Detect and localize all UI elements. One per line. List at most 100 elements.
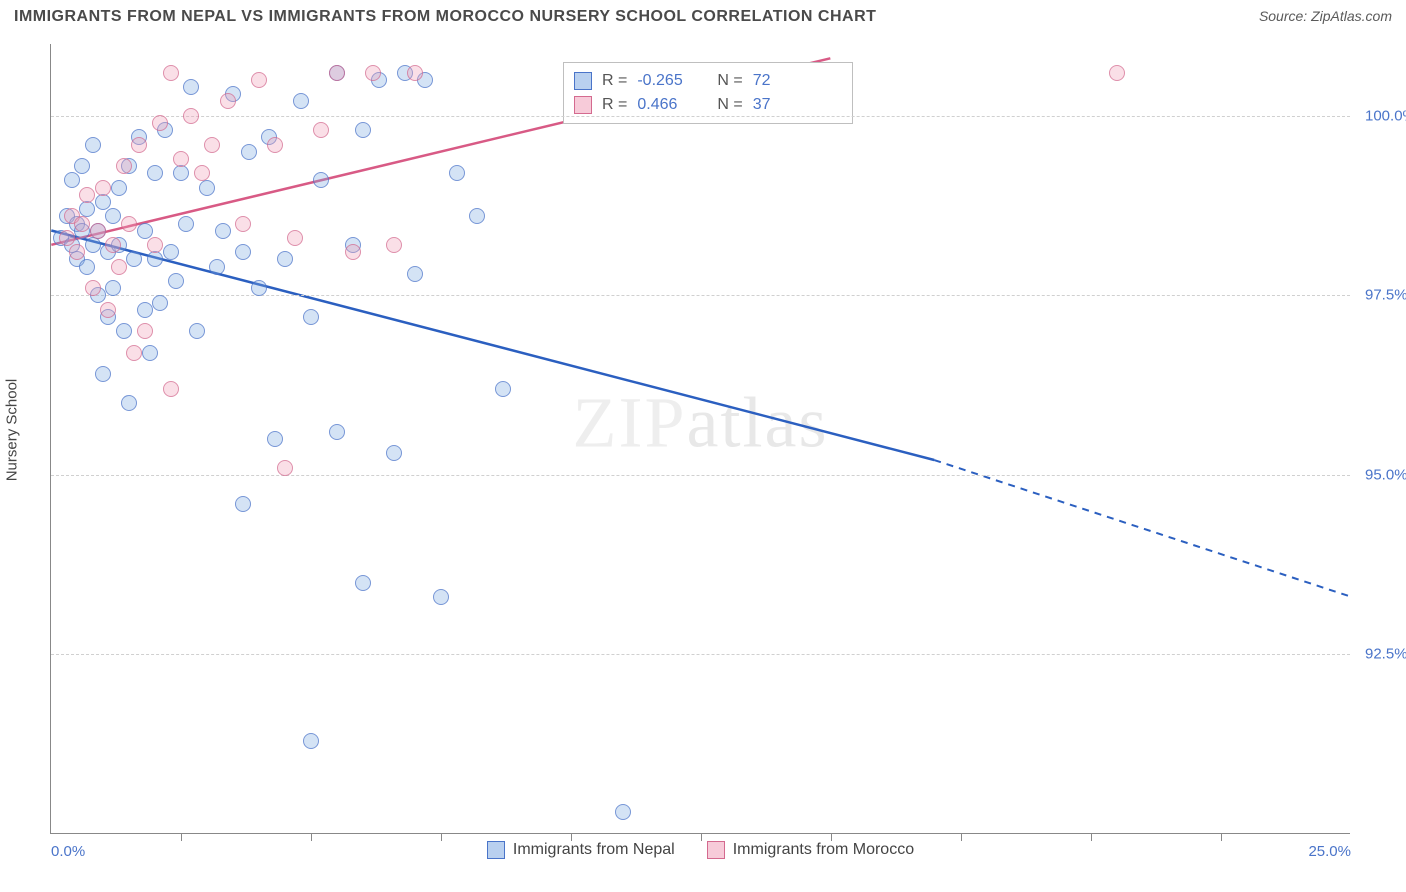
trend-lines-layer [51, 44, 1350, 833]
scatter-point [90, 223, 106, 239]
gridline-h [51, 475, 1350, 476]
x-minor-tick [571, 833, 572, 841]
scatter-point [407, 65, 423, 81]
scatter-point [85, 137, 101, 153]
scatter-point [235, 496, 251, 512]
scatter-point [100, 302, 116, 318]
scatter-point [121, 395, 137, 411]
scatter-point [137, 302, 153, 318]
scatter-point [178, 216, 194, 232]
scatter-point [152, 115, 168, 131]
scatter-point [313, 172, 329, 188]
x-minor-tick [701, 833, 702, 841]
scatter-point [449, 165, 465, 181]
scatter-point [209, 259, 225, 275]
scatter-point [235, 216, 251, 232]
scatter-point [303, 309, 319, 325]
scatter-point [267, 137, 283, 153]
scatter-point [183, 79, 199, 95]
gridline-h [51, 116, 1350, 117]
correlation-stats-box: R = -0.265N = 72R = 0.466N = 37 [563, 62, 853, 124]
legend-label: Immigrants from Morocco [733, 841, 914, 859]
scatter-point [69, 244, 85, 260]
scatter-point [168, 273, 184, 289]
legend-item: Immigrants from Nepal [487, 841, 675, 859]
scatter-point [116, 323, 132, 339]
scatter-point [126, 251, 142, 267]
swatch-pink [574, 96, 592, 114]
scatter-point [469, 208, 485, 224]
y-tick-label: 97.5% [1365, 287, 1406, 304]
scatter-point [163, 65, 179, 81]
scatter-point [111, 259, 127, 275]
stats-row: R = -0.265N = 72 [574, 69, 842, 93]
scatter-point [147, 237, 163, 253]
x-minor-tick [1091, 833, 1092, 841]
x-minor-tick [181, 833, 182, 841]
scatter-point [433, 589, 449, 605]
y-tick-label: 92.5% [1365, 646, 1406, 663]
scatter-point [147, 165, 163, 181]
scatter-point [116, 158, 132, 174]
y-tick-label: 95.0% [1365, 466, 1406, 483]
scatter-point [85, 237, 101, 253]
scatter-point [386, 237, 402, 253]
scatter-point [95, 194, 111, 210]
scatter-point [152, 295, 168, 311]
scatter-point [95, 180, 111, 196]
x-minor-tick [961, 833, 962, 841]
scatter-point [173, 151, 189, 167]
scatter-point [313, 122, 329, 138]
scatter-point [64, 172, 80, 188]
scatter-point [277, 460, 293, 476]
scatter-point [220, 93, 236, 109]
scatter-point [111, 180, 127, 196]
scatter-point [79, 187, 95, 203]
legend-label: Immigrants from Nepal [513, 841, 675, 859]
scatter-point [163, 244, 179, 260]
scatter-point [131, 137, 147, 153]
scatter-point [183, 108, 199, 124]
scatter-point [105, 208, 121, 224]
x-minor-tick [441, 833, 442, 841]
scatter-point [329, 424, 345, 440]
scatter-point [615, 804, 631, 820]
source-attribution: Source: ZipAtlas.com [1259, 8, 1392, 24]
scatter-point [105, 237, 121, 253]
scatter-point [199, 180, 215, 196]
scatter-point [126, 345, 142, 361]
scatter-point [95, 366, 111, 382]
scatter-point [194, 165, 210, 181]
stats-row: R = 0.466N = 37 [574, 93, 842, 117]
x-minor-tick [831, 833, 832, 841]
scatter-point [137, 223, 153, 239]
chart-title: IMMIGRANTS FROM NEPAL VS IMMIGRANTS FROM… [14, 8, 876, 26]
scatter-point [85, 280, 101, 296]
scatter-point [293, 93, 309, 109]
bottom-legend: Immigrants from Nepal Immigrants from Mor… [51, 841, 1350, 859]
scatter-point [267, 431, 283, 447]
x-tick-label: 0.0% [51, 843, 85, 860]
watermark: ZIPatlas [573, 381, 829, 464]
scatter-point [147, 251, 163, 267]
scatter-point [74, 158, 90, 174]
scatter-point [235, 244, 251, 260]
scatter-point [59, 230, 75, 246]
scatter-point [251, 280, 267, 296]
scatter-point [215, 223, 231, 239]
x-minor-tick [1221, 833, 1222, 841]
scatter-point [303, 733, 319, 749]
scatter-point [173, 165, 189, 181]
scatter-point [137, 323, 153, 339]
scatter-point [121, 216, 137, 232]
x-tick-label: 25.0% [1308, 843, 1351, 860]
legend-swatch [707, 841, 725, 859]
scatter-point [407, 266, 423, 282]
scatter-point [345, 244, 361, 260]
scatter-point [79, 259, 95, 275]
gridline-h [51, 654, 1350, 655]
scatter-point [251, 72, 267, 88]
scatter-point [355, 122, 371, 138]
scatter-point [105, 280, 121, 296]
swatch-blue [574, 72, 592, 90]
